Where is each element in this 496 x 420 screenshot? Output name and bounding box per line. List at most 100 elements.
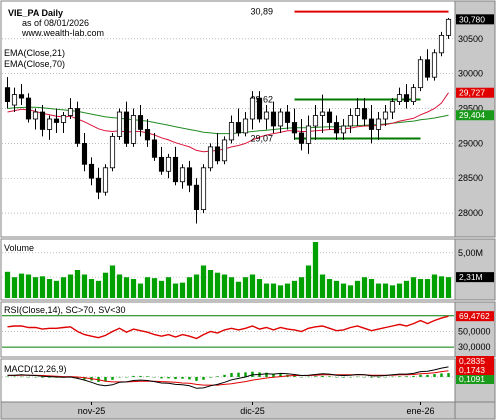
macd-hist-bar [167, 376, 170, 379]
candle-body [256, 97, 263, 120]
volume-bar [403, 280, 410, 298]
volume-bar [235, 281, 242, 298]
legend-ema-fast: EMA(Close,21) [4, 48, 65, 58]
candle-body [165, 156, 172, 172]
candle-body [102, 167, 109, 193]
macd-hist-bar [104, 376, 107, 382]
candle-body [235, 122, 242, 134]
volume-tick-label: 5,00M [458, 248, 483, 258]
candle-body [144, 129, 151, 141]
candle-body [270, 111, 277, 127]
candle-body [382, 111, 389, 120]
rsi-tick-label: 50,0000 [458, 326, 491, 336]
x-axis: nov-25 dic-25 ene-26 [0, 401, 496, 420]
candle-body [74, 108, 81, 144]
volume-bar [221, 274, 228, 298]
candle-body [424, 59, 431, 78]
macd-hist-bar [419, 374, 422, 377]
macd-hist-bar [384, 376, 387, 378]
candle-body [32, 111, 39, 120]
volume-panel: 2,31M 5,00M Volume [0, 238, 496, 301]
volume-bar [375, 283, 382, 298]
price-tick-label: 30000 [458, 69, 483, 79]
volume-bar [396, 283, 403, 298]
volume-bar [319, 274, 326, 298]
volume-bar [277, 285, 284, 298]
macd-hist-bar [405, 376, 408, 377]
candle-body [347, 115, 354, 127]
candle-body [340, 125, 347, 134]
macd-hist-bar [111, 376, 114, 380]
volume-bar [116, 274, 123, 298]
macd-last-box [456, 356, 494, 366]
macd-hist-last-label: 0,1091 [459, 374, 485, 384]
candle-body [403, 94, 410, 102]
candle-body [333, 122, 340, 134]
macd-hist-bar [132, 375, 135, 377]
macd-last-label: 0,2835 [459, 356, 485, 366]
volume-bar [354, 280, 361, 298]
macd-hist-bar [349, 376, 352, 378]
rsi-last-label: 69,4762 [459, 311, 490, 321]
macd-hist-bar [174, 376, 177, 380]
volume-bar [347, 285, 354, 298]
chart-date: as of 08/01/2026 [22, 18, 89, 28]
macd-hist-bar [265, 372, 268, 377]
macd-hist-bar [125, 376, 128, 378]
x-tick-label: nov-25 [78, 406, 106, 416]
macd-signal-last-label: 0,1743 [459, 365, 485, 375]
volume-bar [102, 272, 109, 298]
macd-hist-bar [363, 376, 366, 378]
rsi-tick-label: 30,0000 [458, 342, 491, 352]
candle-body [116, 111, 123, 137]
volume-bar [11, 277, 18, 298]
candle-body [186, 167, 193, 186]
candle-body [88, 163, 95, 179]
macd-hist-bar [20, 376, 23, 378]
macd-signal-line [7, 370, 449, 386]
macd-hist-bar [181, 376, 184, 379]
rsi-panel: 30,0000 50,0000 69,4762 RSI(Close,14), SC>… [0, 301, 496, 358]
volume-bar [137, 283, 144, 298]
rsi-axis [454, 301, 496, 358]
price-tick-label: 28500 [458, 173, 483, 183]
macd-hist-bar [398, 376, 401, 377]
macd-line [7, 366, 449, 389]
candle-body [305, 125, 312, 144]
macd-hist-bar [230, 373, 233, 377]
candle-body [277, 111, 284, 127]
candle-body [396, 94, 403, 102]
macd-hist-bar [160, 376, 163, 379]
x-tick-label: dic-25 [240, 406, 265, 416]
macd-hist-bar [426, 374, 429, 377]
volume-bar [326, 279, 333, 298]
candle-body [284, 111, 291, 123]
volume-bar [123, 277, 130, 298]
volume-last-box [456, 272, 494, 283]
candle-body [263, 111, 270, 120]
macd-hist-bar [41, 376, 44, 378]
volume-bar [151, 278, 158, 298]
macd-hist-bar [377, 376, 380, 378]
candle-body [291, 122, 298, 134]
rsi-line [7, 315, 449, 340]
macd-hist-bar [433, 374, 436, 377]
volume-bar [39, 276, 46, 298]
candle-body [375, 118, 382, 130]
volume-bar [284, 283, 291, 298]
last-value-0-label: 30,780 [459, 14, 485, 24]
volume-bar [67, 274, 74, 298]
volume-bar [193, 274, 200, 298]
volume-bar [382, 283, 389, 298]
volume-bar [270, 283, 277, 298]
macd-hist-bar [321, 375, 324, 377]
macd-hist-bar [13, 376, 16, 378]
macd-hist-bar [412, 375, 415, 377]
rsi-title: RSI(Close,14), SC>70, SV<30 [4, 305, 126, 315]
candle-body [298, 132, 305, 144]
last-value-1-label: 29,727 [459, 88, 485, 98]
macd-hist-bar [342, 376, 345, 378]
price-tick-label: 29500 [458, 104, 483, 114]
volume-bar [74, 270, 81, 298]
